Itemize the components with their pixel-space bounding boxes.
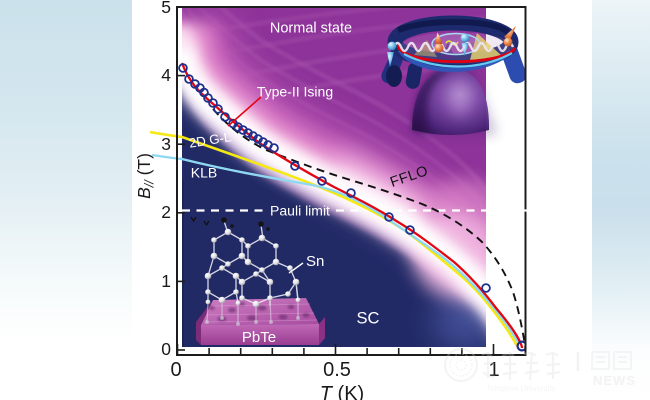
svg-text:2: 2 [161, 202, 171, 222]
svg-text:1: 1 [488, 359, 499, 381]
svg-text:4: 4 [161, 65, 171, 85]
svg-text:Sn: Sn [306, 253, 324, 270]
svg-text:KLB: KLB [191, 165, 217, 181]
svg-text:Type-II Ising: Type-II Ising [257, 84, 333, 100]
svg-text:SC: SC [357, 310, 380, 328]
svg-text:0: 0 [170, 359, 181, 381]
svg-text:B// (T): B// (T) [134, 153, 157, 199]
svg-text:Tsinghua University: Tsinghua University [486, 384, 555, 393]
svg-text:5: 5 [161, 0, 171, 17]
svg-text:1: 1 [161, 271, 171, 291]
svg-text:T (K): T (K) [320, 383, 364, 400]
svg-text:Normal state: Normal state [270, 21, 352, 37]
svg-text:0: 0 [161, 339, 171, 359]
svg-text:3: 3 [161, 134, 171, 154]
svg-text:0.5: 0.5 [323, 359, 351, 381]
svg-text:Pauli limit: Pauli limit [270, 203, 330, 219]
svg-text:2D G-L: 2D G-L [188, 129, 232, 150]
svg-text:NEWS: NEWS [593, 373, 636, 388]
svg-text:PbTe: PbTe [242, 329, 276, 346]
